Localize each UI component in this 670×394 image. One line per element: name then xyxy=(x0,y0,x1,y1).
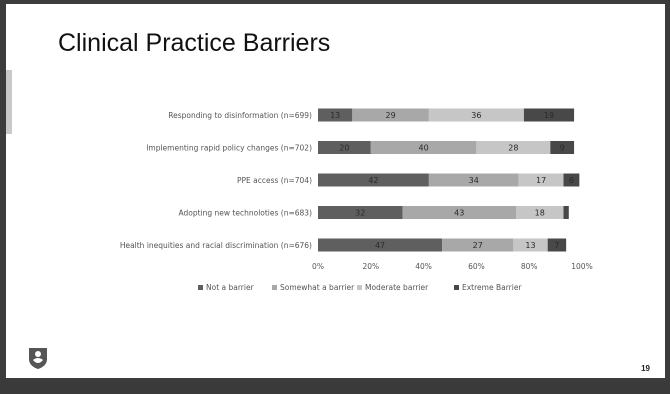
data-label: 7 xyxy=(554,241,559,250)
legend-swatch xyxy=(198,285,203,290)
data-label: 40 xyxy=(419,144,429,153)
category-label: PPE access (n=704) xyxy=(237,176,312,185)
category-label: Implementing rapid policy changes (n=702… xyxy=(146,144,312,153)
data-label: 47 xyxy=(375,241,385,250)
data-label: 18 xyxy=(535,209,545,218)
legend-label: Not a barrier xyxy=(206,283,255,292)
bar-segment xyxy=(428,173,519,187)
data-label: 36 xyxy=(471,111,481,120)
bar-segment xyxy=(476,141,551,154)
slide-title: Clinical Practice Barriers xyxy=(58,29,331,57)
data-label: 27 xyxy=(473,241,483,250)
bar-segment xyxy=(547,238,567,252)
x-tick-label: 0% xyxy=(312,262,324,271)
data-label: 42 xyxy=(368,176,378,185)
legend-swatch xyxy=(272,285,277,290)
bar-segment xyxy=(563,206,569,219)
legend-label: Extreme Barrier xyxy=(462,283,522,292)
x-tick-label: 60% xyxy=(468,262,485,271)
bar-segment xyxy=(513,238,548,252)
data-label: 43 xyxy=(454,209,464,218)
data-label: 20 xyxy=(339,144,349,153)
x-tick-label: 40% xyxy=(415,262,432,271)
x-tick-label: 20% xyxy=(362,262,379,271)
bar-segment xyxy=(370,141,477,154)
data-label: 13 xyxy=(525,241,535,250)
x-tick-label: 80% xyxy=(521,262,538,271)
bar-segment xyxy=(318,173,429,187)
bar-segment xyxy=(402,206,516,219)
bar-segment xyxy=(318,206,403,219)
slide-number: 19 xyxy=(641,364,650,373)
data-label: 13 xyxy=(330,111,340,120)
bar-segment xyxy=(563,173,580,187)
bar-segment xyxy=(518,173,564,187)
legend-label: Moderate barrier xyxy=(365,283,429,292)
bar-segment xyxy=(523,108,575,122)
data-label: 34 xyxy=(469,176,479,185)
data-label: 6 xyxy=(569,176,574,185)
data-label: 17 xyxy=(536,176,546,185)
data-label: 19 xyxy=(544,111,554,120)
data-label: 28 xyxy=(508,144,518,153)
presentation-frame: Clinical Practice Barriers Responding to… xyxy=(6,4,665,378)
bar-segment xyxy=(516,206,564,219)
x-tick-label: 100% xyxy=(571,262,592,271)
slide: Clinical Practice Barriers Responding to… xyxy=(6,4,665,378)
data-label: 32 xyxy=(355,209,365,218)
bar-segment xyxy=(352,108,429,122)
data-label: 29 xyxy=(386,111,396,120)
slide-edge-strip xyxy=(6,70,12,134)
category-label: Health inequities and racial discriminat… xyxy=(120,241,312,250)
category-label: Adopting new technoloties (n=683) xyxy=(179,209,313,218)
legend-swatch xyxy=(357,285,362,290)
organization-logo-icon xyxy=(29,348,47,369)
legend-label: Somewhat a barrier xyxy=(280,283,355,292)
bar-segment xyxy=(442,238,514,252)
data-label: 9 xyxy=(560,144,565,153)
bar-segment xyxy=(318,238,443,252)
bar-segment xyxy=(318,108,353,122)
stacked-bar-chart: Responding to disinformation (n=699) 13 29… xyxy=(120,108,593,292)
legend-swatch xyxy=(454,285,459,290)
bar-segment xyxy=(318,141,371,154)
bar-segment xyxy=(428,108,524,122)
category-label: Responding to disinformation (n=699) xyxy=(168,111,312,120)
bar-segment xyxy=(550,141,575,154)
